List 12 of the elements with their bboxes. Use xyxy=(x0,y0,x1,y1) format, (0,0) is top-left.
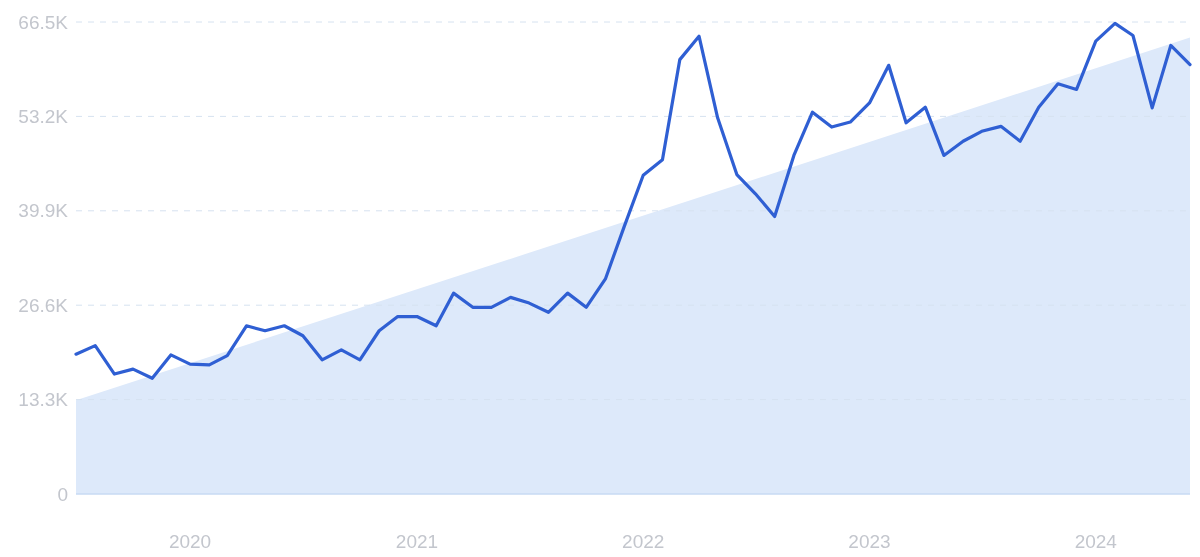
x-tick-label: 2023 xyxy=(848,531,891,552)
x-tick-label: 2020 xyxy=(168,531,212,552)
y-tick-label: 26.6K xyxy=(18,294,69,316)
y-tick-label: 66.5K xyxy=(18,11,69,33)
x-tick-label: 2024 xyxy=(1074,531,1118,552)
line-series xyxy=(74,21,1192,380)
y-tick-label: 53.2K xyxy=(18,106,69,128)
x-tick-label: 2022 xyxy=(622,531,665,552)
y-tick-label: 13.3K xyxy=(18,389,69,411)
x-tick-label: 2021 xyxy=(395,531,439,552)
y-tick-label: 0 xyxy=(57,483,68,505)
y-tick-label: 39.9K xyxy=(18,200,69,222)
